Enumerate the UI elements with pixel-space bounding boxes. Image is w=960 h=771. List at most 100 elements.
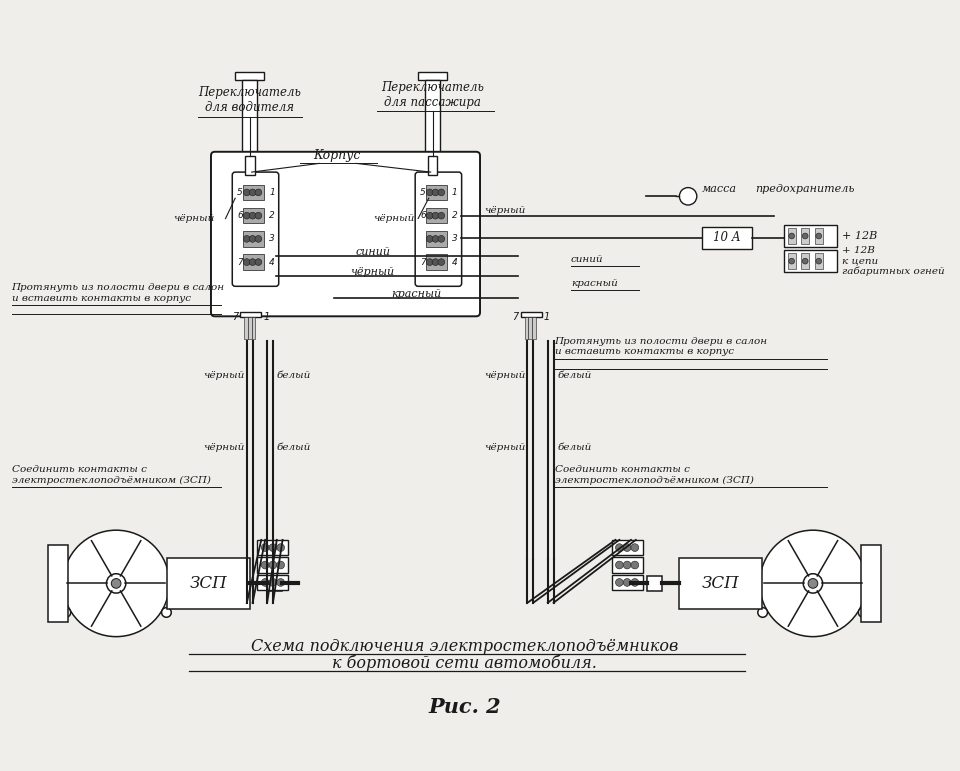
Circle shape bbox=[438, 212, 444, 219]
Bar bbox=[784, 225, 837, 247]
Text: 1: 1 bbox=[544, 312, 550, 322]
Text: 4: 4 bbox=[269, 258, 275, 267]
Text: 7: 7 bbox=[420, 258, 426, 267]
Text: белый: белый bbox=[558, 371, 591, 380]
Circle shape bbox=[615, 561, 623, 569]
Circle shape bbox=[426, 212, 433, 219]
Text: 7: 7 bbox=[237, 258, 243, 267]
Bar bbox=[243, 185, 264, 200]
Circle shape bbox=[107, 574, 126, 593]
Circle shape bbox=[789, 258, 795, 264]
Circle shape bbox=[623, 544, 631, 551]
Text: красный: красный bbox=[571, 279, 617, 288]
Text: 7: 7 bbox=[231, 312, 238, 322]
Bar bbox=[520, 312, 542, 318]
Text: Корпус: Корпус bbox=[313, 149, 360, 162]
Text: синий: синий bbox=[571, 254, 604, 264]
Text: 6: 6 bbox=[237, 211, 243, 221]
Bar bbox=[426, 254, 447, 270]
Circle shape bbox=[261, 578, 269, 586]
Text: Переключатель
для пассажира: Переключатель для пассажира bbox=[381, 81, 484, 109]
Bar bbox=[815, 254, 823, 269]
Circle shape bbox=[244, 235, 251, 242]
Bar bbox=[252, 318, 255, 338]
Bar bbox=[257, 574, 288, 590]
Bar bbox=[426, 208, 447, 224]
Bar bbox=[245, 156, 254, 175]
Bar bbox=[612, 557, 642, 573]
Bar bbox=[428, 156, 438, 175]
Circle shape bbox=[816, 233, 822, 239]
Circle shape bbox=[438, 259, 444, 265]
Bar bbox=[647, 576, 662, 591]
FancyBboxPatch shape bbox=[232, 172, 278, 286]
Bar bbox=[242, 80, 257, 153]
Text: Рис. 2: Рис. 2 bbox=[428, 697, 501, 717]
Bar bbox=[248, 318, 252, 338]
Circle shape bbox=[255, 259, 262, 265]
Bar bbox=[612, 540, 642, 555]
Text: 3: 3 bbox=[269, 234, 275, 244]
Circle shape bbox=[269, 544, 276, 551]
Bar bbox=[802, 254, 809, 269]
Circle shape bbox=[244, 212, 251, 219]
Circle shape bbox=[438, 189, 444, 196]
Bar bbox=[243, 231, 264, 247]
Circle shape bbox=[276, 578, 284, 586]
Circle shape bbox=[631, 544, 638, 551]
Text: чёрный: чёрный bbox=[484, 443, 525, 453]
Text: 5: 5 bbox=[237, 188, 243, 197]
Text: 1: 1 bbox=[269, 188, 275, 197]
Text: 1: 1 bbox=[452, 188, 458, 197]
Circle shape bbox=[615, 578, 623, 586]
Bar bbox=[419, 72, 447, 80]
Bar bbox=[240, 312, 261, 318]
Bar bbox=[861, 544, 880, 622]
Circle shape bbox=[426, 259, 433, 265]
FancyBboxPatch shape bbox=[211, 152, 480, 316]
Bar bbox=[680, 558, 761, 608]
Text: чёрный: чёрный bbox=[373, 214, 414, 223]
Text: 6: 6 bbox=[420, 211, 426, 221]
Circle shape bbox=[250, 259, 256, 265]
Text: 10 А: 10 А bbox=[713, 231, 740, 244]
Bar bbox=[426, 185, 447, 200]
Circle shape bbox=[623, 578, 631, 586]
Circle shape bbox=[63, 530, 169, 637]
Bar bbox=[257, 540, 288, 555]
Circle shape bbox=[250, 189, 256, 196]
Text: 7: 7 bbox=[513, 312, 518, 322]
Circle shape bbox=[432, 235, 439, 242]
Circle shape bbox=[250, 212, 256, 219]
Bar bbox=[48, 544, 68, 622]
Text: Соединить контакты с
электростеклоподъёмником (ЗСП): Соединить контакты с электростеклоподъём… bbox=[555, 465, 754, 485]
Circle shape bbox=[631, 561, 638, 569]
Bar bbox=[244, 318, 248, 338]
Bar bbox=[524, 318, 528, 338]
Text: ЗСП: ЗСП bbox=[702, 575, 739, 592]
Text: чёрный: чёрный bbox=[484, 371, 525, 380]
Circle shape bbox=[789, 233, 795, 239]
Circle shape bbox=[680, 187, 697, 205]
Bar bbox=[612, 574, 642, 590]
Circle shape bbox=[816, 258, 822, 264]
Circle shape bbox=[255, 235, 262, 242]
Text: предохранитель: предохранитель bbox=[755, 183, 854, 194]
Circle shape bbox=[808, 578, 818, 588]
Text: чёрный: чёрный bbox=[174, 214, 215, 223]
Circle shape bbox=[432, 259, 439, 265]
Text: 2: 2 bbox=[269, 211, 275, 221]
Circle shape bbox=[804, 574, 823, 593]
FancyBboxPatch shape bbox=[415, 172, 462, 286]
Text: ЗСП: ЗСП bbox=[190, 575, 228, 592]
Text: Протянуть из полости двери в салон
и вставить контакты в корпус: Протянуть из полости двери в салон и вст… bbox=[12, 284, 225, 303]
Text: Соединить контакты с
электростеклоподъёмником (ЗСП): Соединить контакты с электростеклоподъём… bbox=[12, 465, 210, 485]
Circle shape bbox=[757, 608, 767, 618]
Circle shape bbox=[426, 189, 433, 196]
Text: 3: 3 bbox=[452, 234, 458, 244]
Circle shape bbox=[269, 578, 276, 586]
Circle shape bbox=[759, 530, 866, 637]
Bar bbox=[425, 80, 441, 153]
Text: красный: красный bbox=[391, 289, 442, 299]
Circle shape bbox=[255, 189, 262, 196]
